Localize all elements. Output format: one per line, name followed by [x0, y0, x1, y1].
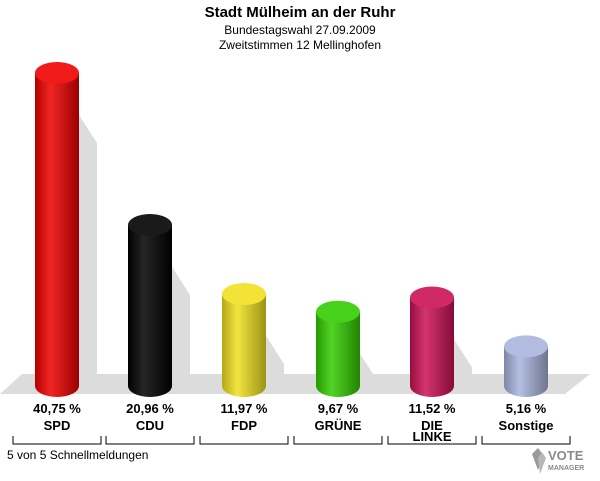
bar-top: [410, 286, 454, 309]
bar-fdp: [222, 294, 266, 397]
chart-title: Stadt Mülheim an der Ruhr: [204, 4, 396, 21]
logo-line1: VOTE: [548, 448, 584, 463]
bar-sonstige: [504, 346, 548, 397]
category-label: GRÜNE: [315, 418, 362, 433]
category-bracket: [105, 436, 195, 445]
bar-cdu: [128, 225, 172, 397]
value-label: 20,96 %: [126, 401, 174, 416]
logo-line2: MANAGER: [548, 465, 584, 472]
value-label: 11,52 %: [409, 401, 456, 416]
category-label: CDU: [136, 418, 164, 433]
value-label: 9,67 %: [318, 401, 359, 416]
value-label: 11,97 %: [221, 401, 268, 416]
bar-spd: [35, 73, 79, 397]
category-bracket: [199, 436, 289, 445]
bar-top: [222, 283, 266, 306]
value-label: 40,75 %: [33, 401, 81, 416]
bar-die-linke: [410, 297, 454, 397]
category-label: LINKE: [413, 429, 452, 444]
category-label: DIE: [421, 418, 443, 433]
category-bracket: [387, 436, 477, 445]
category-bracket: [293, 436, 383, 445]
vote-manager-logo: VOTE MANAGER: [526, 444, 596, 476]
category-bracket: [481, 436, 571, 445]
bar-top: [35, 62, 79, 84]
chart-subtitle: Bundestagswahl 27.09.2009: [224, 23, 376, 37]
bar-top: [504, 335, 548, 358]
chart-subtitle-2: Zweitstimmen 12 Mellinghofen: [218, 38, 382, 52]
bar-top: [128, 214, 172, 237]
bar-grüne: [316, 311, 360, 397]
category-label: FDP: [231, 418, 257, 433]
category-bracket: [12, 436, 102, 445]
value-label: 5,16 %: [506, 401, 547, 416]
bar-top: [316, 300, 360, 323]
category-label: SPD: [44, 418, 71, 433]
footer-status: 5 von 5 Schnellmeldungen: [7, 448, 149, 462]
category-label: Sonstige: [499, 418, 554, 433]
